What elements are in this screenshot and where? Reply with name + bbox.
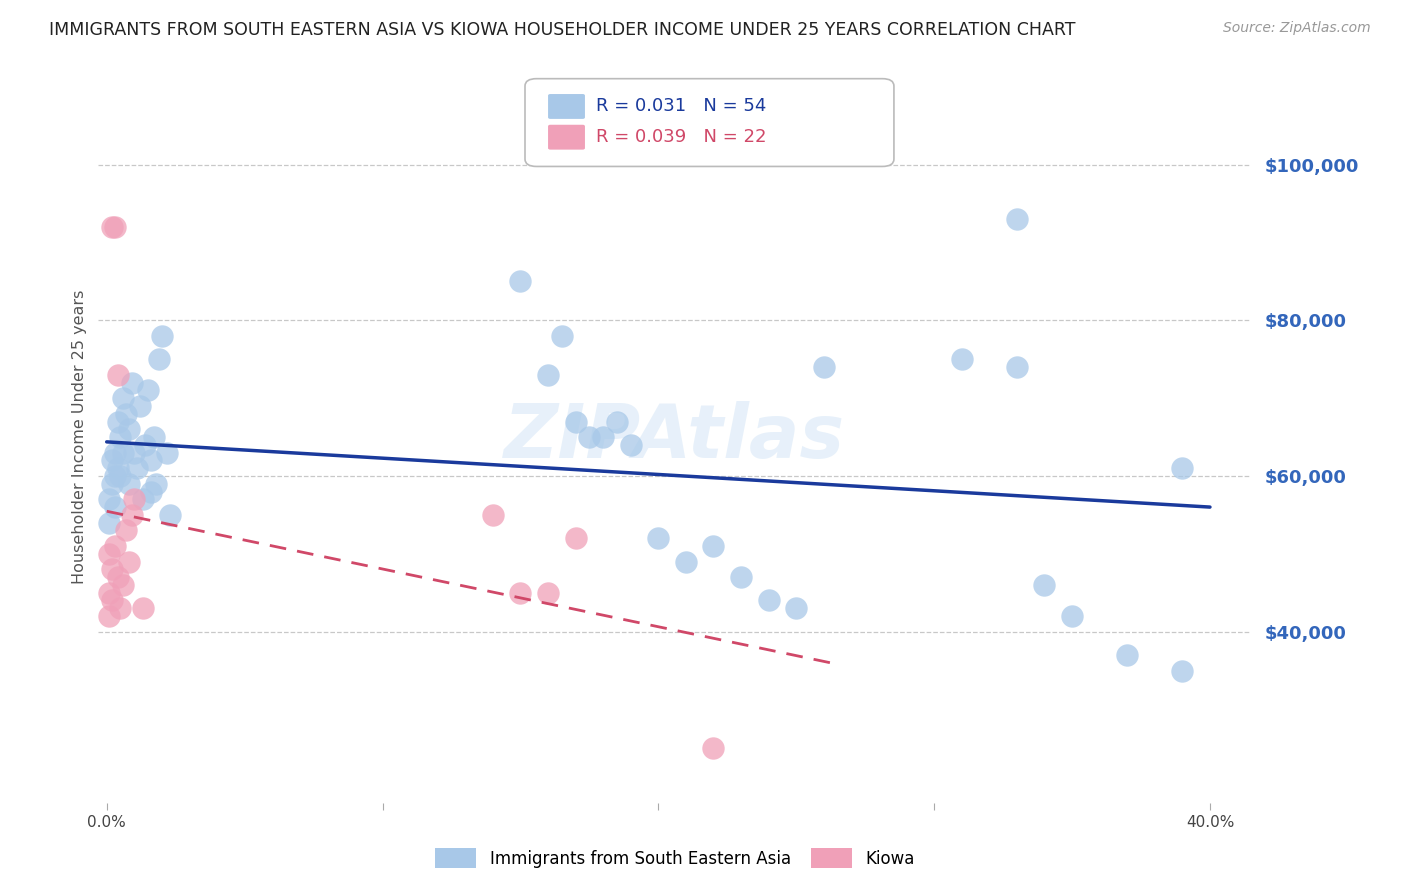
- Point: [509, 275, 531, 289]
- Point: [159, 508, 181, 522]
- Point: [620, 438, 643, 452]
- Point: [785, 601, 807, 615]
- Point: [125, 461, 148, 475]
- Text: IMMIGRANTS FROM SOUTH EASTERN ASIA VS KIOWA HOUSEHOLDER INCOME UNDER 25 YEARS CO: IMMIGRANTS FROM SOUTH EASTERN ASIA VS KI…: [49, 21, 1076, 38]
- Point: [112, 391, 135, 405]
- Point: [115, 407, 138, 421]
- Point: [101, 453, 124, 467]
- Point: [1005, 212, 1028, 227]
- Point: [578, 430, 600, 444]
- FancyBboxPatch shape: [524, 78, 894, 167]
- Point: [98, 492, 121, 507]
- Point: [950, 352, 973, 367]
- Point: [110, 601, 132, 615]
- Point: [134, 438, 156, 452]
- Point: [98, 547, 121, 561]
- Point: [145, 476, 167, 491]
- Point: [675, 555, 697, 569]
- Point: [156, 445, 179, 459]
- Point: [702, 539, 724, 553]
- Point: [128, 399, 150, 413]
- Point: [101, 593, 124, 607]
- Point: [101, 562, 124, 576]
- Point: [118, 422, 141, 436]
- Point: [1116, 648, 1139, 662]
- Point: [136, 384, 159, 398]
- Point: [112, 578, 135, 592]
- Point: [104, 500, 127, 515]
- Point: [702, 741, 724, 756]
- Point: [1171, 461, 1194, 475]
- Point: [592, 430, 614, 444]
- Point: [107, 461, 129, 475]
- Point: [1033, 578, 1056, 592]
- Point: [124, 445, 146, 459]
- Text: ZIPAtlas: ZIPAtlas: [505, 401, 845, 474]
- Y-axis label: Householder Income Under 25 years: Householder Income Under 25 years: [72, 290, 87, 584]
- Point: [107, 570, 129, 584]
- Point: [564, 415, 586, 429]
- Point: [101, 219, 124, 234]
- FancyBboxPatch shape: [548, 94, 585, 119]
- Point: [98, 516, 121, 530]
- Point: [104, 539, 127, 553]
- Point: [115, 524, 138, 538]
- Point: [758, 593, 780, 607]
- Point: [1005, 359, 1028, 374]
- Point: [564, 531, 586, 545]
- Point: [124, 492, 146, 507]
- Point: [104, 219, 127, 234]
- Point: [139, 484, 162, 499]
- Point: [98, 609, 121, 624]
- Point: [104, 445, 127, 459]
- Point: [537, 368, 560, 382]
- Point: [509, 585, 531, 599]
- Text: R = 0.039   N = 22: R = 0.039 N = 22: [596, 128, 768, 145]
- Point: [110, 469, 132, 483]
- Point: [107, 415, 129, 429]
- Point: [112, 445, 135, 459]
- Point: [101, 476, 124, 491]
- Point: [121, 376, 143, 390]
- Point: [1060, 609, 1083, 624]
- Point: [142, 430, 165, 444]
- Point: [551, 329, 574, 343]
- Point: [104, 469, 127, 483]
- Point: [482, 508, 505, 522]
- Point: [110, 430, 132, 444]
- Point: [121, 508, 143, 522]
- Point: [118, 555, 141, 569]
- Point: [139, 453, 162, 467]
- Point: [1171, 664, 1194, 678]
- Text: Source: ZipAtlas.com: Source: ZipAtlas.com: [1223, 21, 1371, 35]
- Point: [537, 585, 560, 599]
- Point: [730, 570, 752, 584]
- Point: [131, 492, 153, 507]
- Point: [118, 476, 141, 491]
- Point: [606, 415, 628, 429]
- Point: [647, 531, 669, 545]
- Legend: Immigrants from South Eastern Asia, Kiowa: Immigrants from South Eastern Asia, Kiow…: [427, 841, 922, 875]
- Point: [107, 368, 129, 382]
- Text: R = 0.031   N = 54: R = 0.031 N = 54: [596, 97, 766, 115]
- Point: [150, 329, 173, 343]
- Point: [131, 601, 153, 615]
- Point: [98, 585, 121, 599]
- Point: [813, 359, 835, 374]
- Point: [148, 352, 170, 367]
- FancyBboxPatch shape: [548, 125, 585, 150]
